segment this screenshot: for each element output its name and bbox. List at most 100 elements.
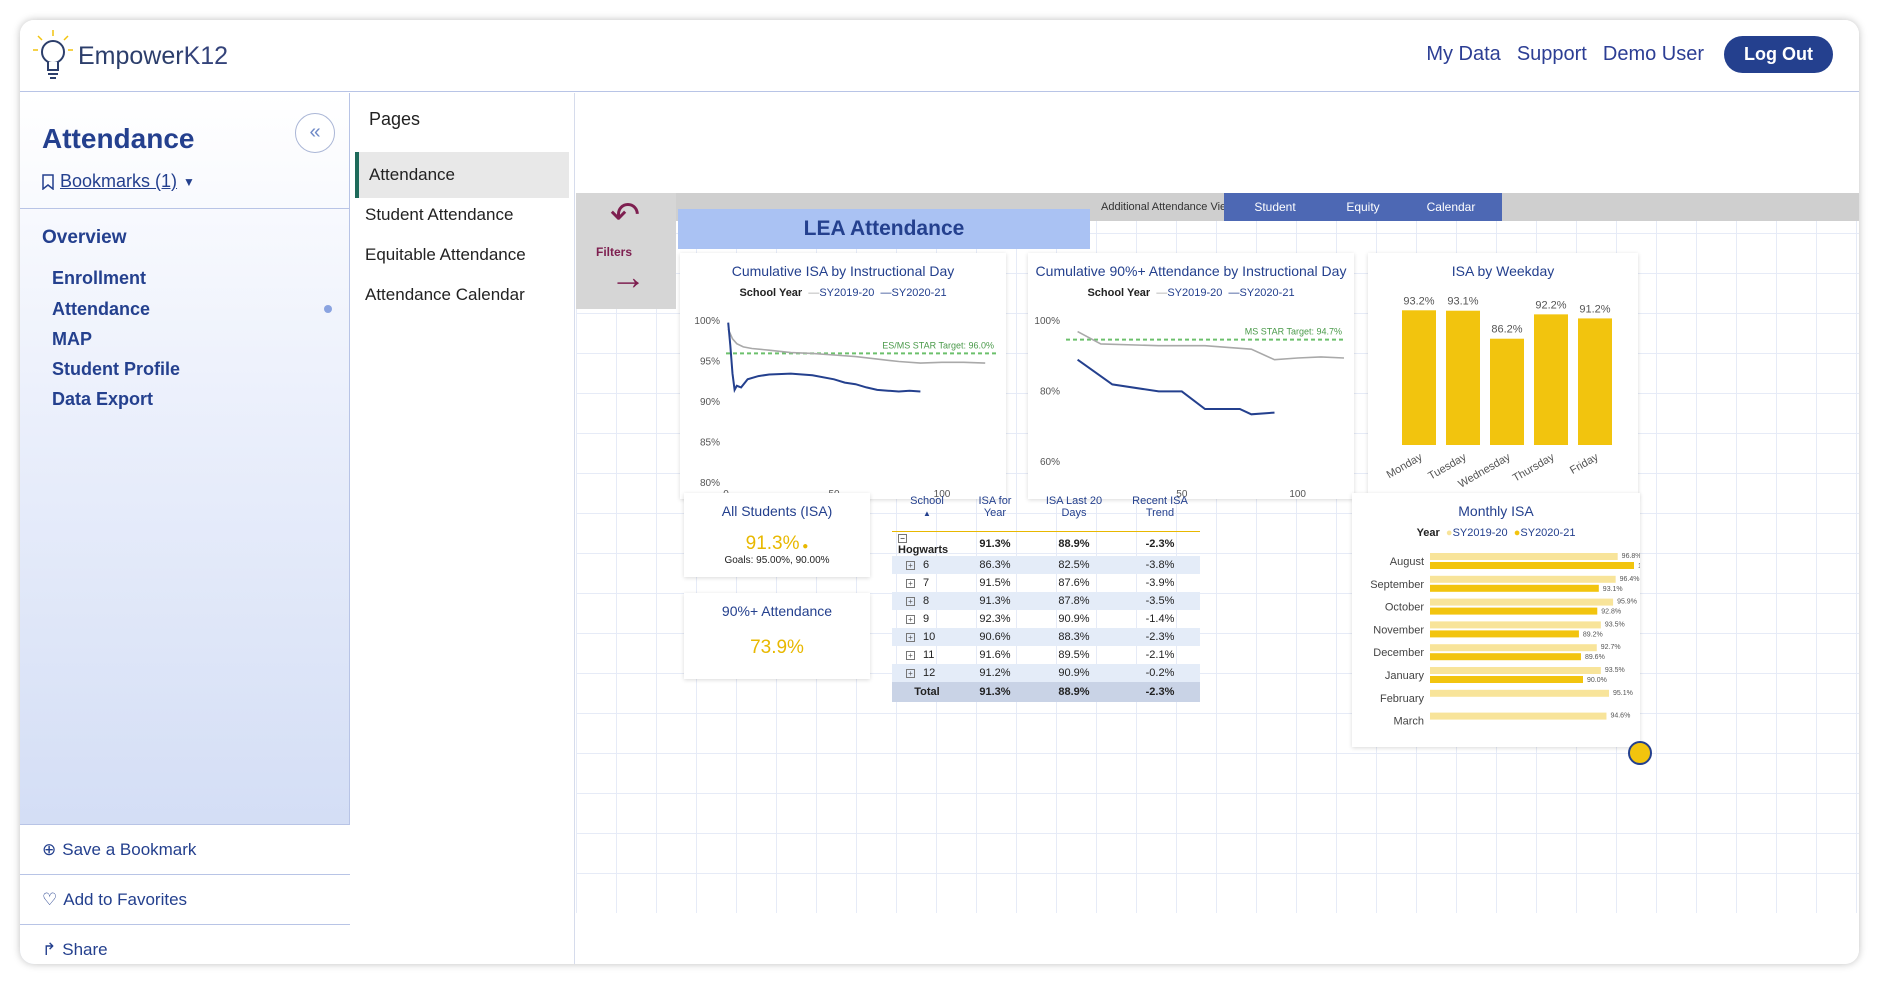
table-row[interactable]: +6 86.3% 82.5% -3.8% bbox=[892, 555, 1200, 574]
add-favorites-button[interactable]: ♡ Add to Favorites bbox=[20, 874, 350, 924]
table-total-row[interactable]: Total 91.3% 88.9% -2.3% bbox=[892, 681, 1200, 702]
table-cell: 87.6% bbox=[1028, 574, 1120, 592]
bar-value-label: 95.1% bbox=[1613, 690, 1633, 697]
table-row[interactable]: +12 91.2% 90.9% -0.2% bbox=[892, 663, 1200, 682]
y-tick-label: 60% bbox=[1040, 457, 1060, 468]
top-bar: EmpowerK12 My Data Support Demo User Log… bbox=[20, 20, 1859, 92]
arrow-right-icon[interactable]: → bbox=[610, 256, 646, 297]
y-tick-label: 100% bbox=[694, 316, 720, 327]
monthly-isa-chart: August 96.8% 100.0% September 96.4% 93.1% Octo… bbox=[1370, 553, 1640, 728]
cell-text: -3.9% bbox=[1145, 576, 1175, 589]
bar-value-label: 89.2% bbox=[1583, 631, 1603, 638]
monthly-isa-card: Monthly ISA Year ●SY2019-20 ●SY2020-21 A… bbox=[1352, 493, 1640, 747]
cell-text: -2.3% bbox=[1145, 630, 1175, 643]
col-header-trend[interactable]: Recent ISA Trend bbox=[1132, 495, 1188, 519]
sidebar: Attendance « Bookmarks (1) ▼ Overview En… bbox=[20, 93, 350, 964]
legend-line-icon: — bbox=[1153, 287, 1168, 299]
support-link[interactable]: Support bbox=[1516, 43, 1587, 65]
y-tick-label: September bbox=[1370, 579, 1424, 591]
report-title: LEA Attendance bbox=[678, 209, 1090, 249]
table-cell: -2.3% bbox=[1120, 627, 1200, 646]
cumulative-isa-chart: 100%95%90%85%80%050100ES/MS STAR Target:… bbox=[694, 316, 996, 499]
active-indicator-dot bbox=[324, 305, 332, 313]
bar-sy2019 bbox=[1430, 712, 1607, 720]
my-data-link[interactable]: My Data bbox=[1426, 43, 1501, 65]
page-item-attendance-calendar[interactable]: Attendance Calendar bbox=[365, 285, 525, 304]
table-row[interactable]: +8 91.3% 87.8% -3.5% bbox=[892, 591, 1200, 610]
double-chevron-left-icon[interactable]: « bbox=[295, 113, 335, 153]
all-students-kpi-card: All Students (ISA) 91.3% ● Goals: 95.00%… bbox=[684, 493, 870, 577]
table-cell: 91.3% bbox=[962, 591, 1028, 610]
expand-plus-icon[interactable]: + bbox=[906, 632, 915, 642]
bar-value-label: 93.5% bbox=[1605, 621, 1625, 628]
logout-button[interactable]: Log Out bbox=[1724, 36, 1833, 73]
bar-sy2019 bbox=[1430, 621, 1601, 629]
cell-text: 88.9% bbox=[1058, 537, 1090, 550]
expand-plus-icon[interactable]: + bbox=[906, 596, 915, 606]
pages-panel: Pages Attendance Student Attendance Equi… bbox=[351, 93, 575, 964]
table-cell: 88.9% bbox=[1027, 681, 1120, 702]
bookmarks-dropdown[interactable]: Bookmarks (1) ▼ bbox=[42, 171, 195, 192]
col-header-school[interactable]: School ▲ bbox=[910, 495, 944, 518]
isa-weekday-card: ISA by Weekday 93.2% Monday 93.1% Tuesday 86… bbox=[1368, 253, 1638, 499]
expand-plus-icon[interactable]: + bbox=[906, 668, 915, 678]
table-cell: +6 bbox=[892, 555, 962, 574]
filters-panel[interactable]: ↶ Filters → bbox=[576, 193, 676, 309]
equity-view-button[interactable]: Equity bbox=[1312, 193, 1414, 221]
table-cell: 86.3% bbox=[962, 555, 1028, 574]
collapse-minus-icon[interactable]: − bbox=[898, 533, 907, 543]
assistant-avatar-icon[interactable] bbox=[1628, 741, 1652, 765]
expand-plus-icon[interactable]: + bbox=[906, 578, 915, 588]
table-row[interactable]: +10 90.6% 88.3% -2.3% bbox=[892, 627, 1200, 646]
table-cell: 91.3% bbox=[962, 681, 1028, 702]
table-row[interactable]: +7 91.5% 87.6% -3.9% bbox=[892, 574, 1200, 592]
cell-text: -3.8% bbox=[1145, 558, 1175, 571]
ninety-plus-kpi-card: 90%+ Attendance 73.9% bbox=[684, 593, 870, 679]
sidebar-item-enrollment[interactable]: Enrollment bbox=[52, 268, 147, 288]
page-item-attendance[interactable]: Attendance bbox=[355, 152, 569, 198]
weekday-bar bbox=[1446, 310, 1480, 445]
cell-text: 7 bbox=[923, 576, 930, 589]
expand-plus-icon[interactable]: + bbox=[906, 650, 915, 660]
table-row[interactable]: −Hogwarts 91.3% 88.9% -2.3% bbox=[892, 530, 1200, 556]
sidebar-item-attendance[interactable]: Attendance bbox=[52, 299, 332, 320]
expand-plus-icon[interactable]: + bbox=[906, 560, 915, 570]
col-header-isa-20[interactable]: ISA Last 20 Days bbox=[1045, 495, 1103, 519]
report-area: Additional Attendance Views: Student Equ… bbox=[576, 93, 1859, 964]
cell-text: 90.9% bbox=[1058, 666, 1090, 679]
series-line-sy2019 bbox=[727, 328, 986, 364]
table-cell: 90.9% bbox=[1027, 663, 1120, 682]
col-header-isa-year[interactable]: ISA for Year bbox=[978, 495, 1012, 519]
series-line-sy2019 bbox=[1077, 330, 1345, 361]
table-row[interactable]: +9 92.3% 90.9% -1.4% bbox=[892, 610, 1200, 628]
pages-header: Pages bbox=[369, 109, 421, 129]
share-label: Share bbox=[62, 939, 108, 959]
table-cell: Total bbox=[892, 681, 962, 702]
bar-value-label: 90.0% bbox=[1587, 677, 1607, 684]
expand-plus-icon[interactable]: + bbox=[906, 614, 915, 624]
sidebar-item-data-export[interactable]: Data Export bbox=[52, 389, 154, 409]
save-bookmark-button[interactable]: ⊕ Save a Bookmark bbox=[20, 824, 350, 874]
cell-text: 91.6% bbox=[979, 648, 1011, 661]
undo-arrow-icon[interactable]: ↶ bbox=[610, 194, 641, 235]
share-button[interactable]: ↱ Share bbox=[20, 924, 350, 964]
table-cell: -3.8% bbox=[1120, 555, 1200, 574]
sidebar-item-map[interactable]: MAP bbox=[52, 329, 92, 349]
page-item-student-attendance[interactable]: Student Attendance bbox=[365, 205, 514, 224]
cell-text: -1.4% bbox=[1145, 612, 1175, 625]
page-item-equitable-attendance[interactable]: Equitable Attendance bbox=[365, 245, 526, 264]
kpi-title: 90%+ Attendance bbox=[721, 603, 833, 619]
sidebar-item-overview[interactable]: Overview bbox=[42, 227, 127, 248]
logo[interactable]: EmpowerK12 bbox=[32, 28, 228, 84]
cell-text: 6 bbox=[923, 558, 930, 571]
sidebar-item-student-profile[interactable]: Student Profile bbox=[52, 359, 181, 379]
calendar-view-button[interactable]: Calendar bbox=[1400, 193, 1502, 221]
cell-text: 10 bbox=[923, 630, 936, 643]
table-cell: 88.3% bbox=[1027, 627, 1120, 646]
table-cell: 91.6% bbox=[962, 646, 1028, 664]
user-menu-link[interactable]: Demo User bbox=[1602, 43, 1705, 65]
table-cell: 91.2% bbox=[962, 663, 1028, 682]
student-view-button[interactable]: Student bbox=[1224, 193, 1326, 221]
cell-text: -2.3% bbox=[1145, 537, 1175, 550]
table-row[interactable]: +11 91.6% 89.5% -2.1% bbox=[892, 646, 1200, 664]
